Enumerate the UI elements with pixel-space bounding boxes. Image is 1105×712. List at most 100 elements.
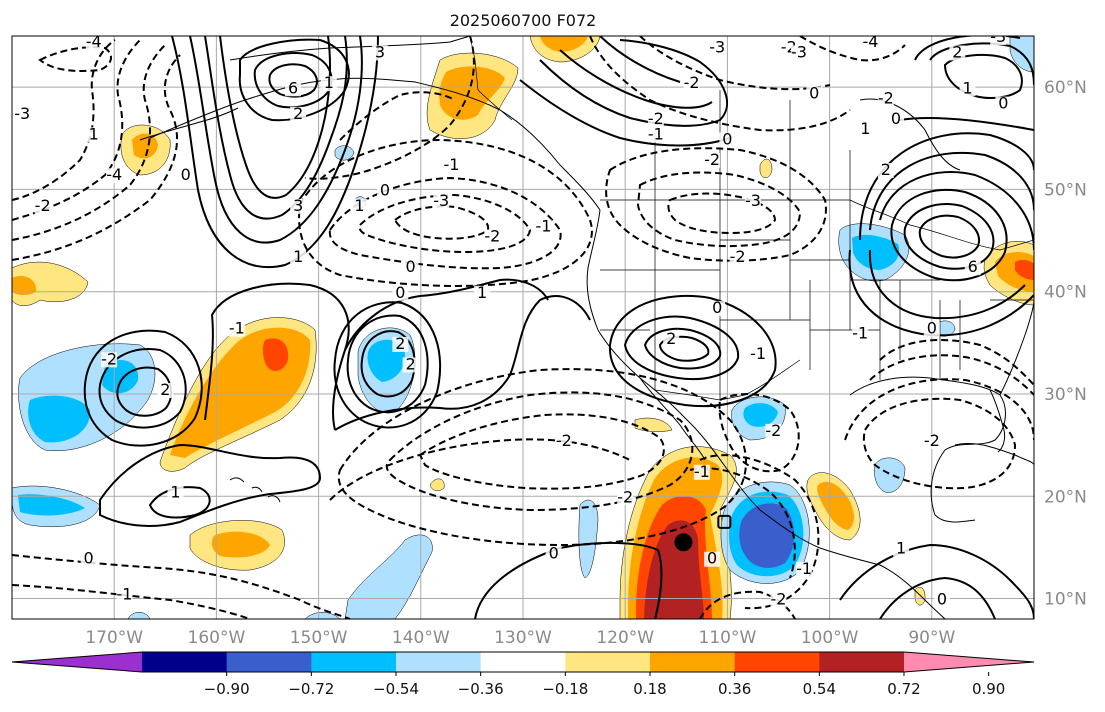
contour-positive-central-2 (334, 295, 591, 431)
contour-label-bg (750, 347, 767, 363)
contour-label: -1 (648, 124, 664, 143)
colorbar-tick-label: −0.36 (458, 680, 504, 698)
colorbar-outline (11, 651, 1035, 673)
positive-anomaly-small-1 (429, 478, 445, 491)
contour-negative-west-us-2 (636, 171, 802, 248)
contour-label: 2 (952, 42, 962, 61)
contour-label-bg (101, 352, 118, 368)
lat-label: 60°N (1044, 78, 1087, 98)
contour-label-bg (484, 229, 501, 245)
contour-label-bg (80, 551, 97, 567)
contour-positive-35n-high-3 (333, 301, 442, 429)
colorbar-tick-label: 0.90 (972, 680, 1005, 698)
positive-anomaly-20n-97w-core (817, 481, 854, 530)
contour-label: -3 (990, 27, 1006, 46)
lon-label: 120°W (596, 628, 654, 648)
aleutian-chain (139, 107, 239, 141)
contour-positive-great-lakes-4 (890, 188, 1008, 282)
contour-negative-sw-mex (699, 590, 796, 619)
lat-label: 30°N (1044, 385, 1087, 405)
contour-label-bg (663, 331, 680, 347)
contour-positive-sw-us-high-2 (643, 327, 722, 370)
lon-label: 170°W (85, 628, 143, 648)
contour-label: 1 (170, 482, 180, 501)
contour-label: -1 (694, 462, 710, 481)
contour-label-bg (351, 198, 368, 214)
contour-label: 3 (293, 196, 303, 215)
contour-positive-35n-high-1 (346, 314, 429, 414)
contour-label-bg (683, 76, 700, 92)
colorbar: −0.90 −0.72 −0.54 −0.36 −0.18 0.18 0.36 0.54 0.7… (11, 651, 1035, 698)
contour-label: 2 (395, 334, 405, 353)
contour-label: 2 (881, 160, 891, 179)
contour-negative-nw-1 (339, 91, 456, 141)
contour-label: 0 (181, 165, 191, 184)
longitude-labels: 170°W 160°W 150°W 140°W 130°W 120°W 110°W 100°W… (85, 628, 955, 648)
contour-label: -2 (878, 88, 894, 107)
contour-label: 0 (891, 109, 901, 128)
contour-label: -4 (863, 32, 879, 51)
lon-label: 140°W (392, 628, 450, 648)
contour-label-bg (959, 81, 976, 97)
contour-label: 1 (860, 119, 870, 138)
colorbar-tick-label: 0.72 (887, 680, 920, 698)
colorbar-segment (565, 652, 651, 672)
contour-label: 0 (395, 283, 405, 302)
contour-positive-south-e-1 (839, 543, 1034, 619)
contour-label: -1 (116, 585, 132, 604)
contour-label-bg (474, 285, 491, 301)
contour-label: -2 (924, 431, 940, 450)
colorbar-segment (650, 652, 736, 672)
contour-label: 0 (998, 94, 1008, 113)
contour-positive-35n-high-2 (360, 330, 416, 398)
contour-negative-nw-2 (304, 36, 475, 180)
contour-label: -2 (484, 227, 500, 246)
negative-anomaly-20n-west-core (18, 494, 85, 516)
contour-label: 2 (160, 380, 170, 399)
contour-negative-5 (38, 46, 112, 72)
lon-label: 150°W (290, 628, 348, 648)
contour-positive-sw-us-high-3 (658, 335, 710, 362)
colorbar-tick-label: −0.72 (288, 680, 334, 698)
contour-label: 0 (712, 298, 722, 317)
contour-label-bg (704, 152, 721, 168)
positive-anomaly-bering-core (132, 133, 158, 159)
positive-anomaly-west-edge-core (12, 275, 37, 295)
contour-positive-tropic-1 (99, 443, 322, 527)
lat-label: 40°N (1044, 283, 1087, 303)
colorbar-segment (480, 652, 566, 672)
contour-positive-w-low-2 (116, 366, 173, 417)
contour-label-bg (790, 45, 807, 61)
contour-positive-ridge-4 (171, 36, 379, 269)
alaska-canada-border (469, 36, 513, 121)
contour-negative-south-1 (12, 554, 351, 619)
contour-label: -1 (750, 344, 766, 363)
contour-label-bg (371, 45, 388, 61)
colorbar-tick-label: −0.54 (373, 680, 419, 698)
contour-label: 1 (354, 196, 364, 215)
map-frame (11, 35, 1035, 620)
colorbar-extend-high (904, 652, 1034, 672)
colorbar-tick-label: 0.54 (803, 680, 836, 698)
map-title: 2025060700 F072 (450, 11, 597, 30)
contour-label-bg (806, 86, 823, 102)
contour-negative-2 (12, 44, 166, 241)
contour-label: 1 (896, 539, 906, 558)
contour-label-bg (116, 587, 133, 603)
contour-label-bg (402, 260, 419, 276)
lat-label: 50°N (1044, 180, 1087, 200)
contour-label-bg (106, 168, 123, 184)
contour-positive-ridge-3 (219, 36, 331, 199)
contour-positive-canada-north-4 (519, 79, 731, 147)
contour-label: 1 (324, 73, 334, 92)
contour-label: -2 (101, 349, 117, 368)
contour-positive-ridge-2 (204, 36, 348, 220)
contour-label-bg (34, 198, 51, 214)
contour-label-bg (285, 81, 302, 97)
negative-anomaly-great-lakes-core (852, 234, 900, 270)
contour-negative-subtrop-1 (385, 391, 694, 512)
contour-negative-canada-north-2 (639, 36, 831, 91)
contour-negative-canada-north-3 (799, 36, 906, 62)
contour-positive-great-lakes-2 (869, 151, 1034, 231)
